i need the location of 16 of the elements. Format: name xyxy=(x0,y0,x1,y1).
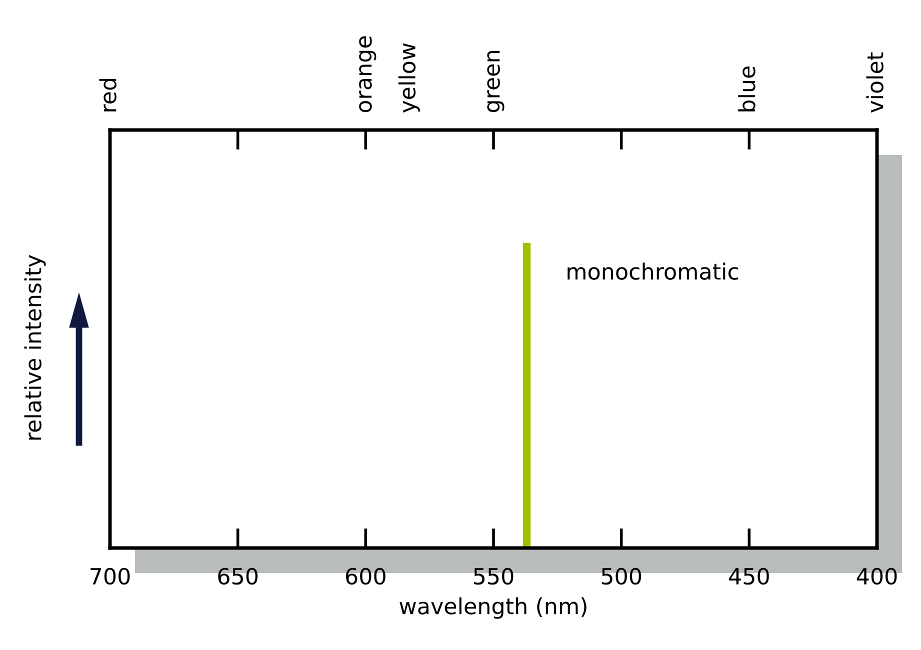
text: blue xyxy=(738,66,756,112)
text: violet xyxy=(866,52,884,113)
text: orange xyxy=(359,36,376,112)
x-axis-title: wavelength (nm) xyxy=(400,597,586,619)
text: red xyxy=(99,78,116,112)
annotation: monochromatic xyxy=(568,262,738,280)
x-tick-label: 450 xyxy=(729,568,769,585)
y-axis-title: relative intensity xyxy=(24,255,46,440)
x-tick-label: 400 xyxy=(856,568,897,585)
x-tick-label: 650 xyxy=(218,568,258,585)
x-tick-label: 500 xyxy=(602,568,642,585)
x-tick-label: 700 xyxy=(90,568,130,585)
x-tick-label: 550 xyxy=(474,568,514,585)
text: yellow xyxy=(398,43,420,113)
x-tick-label: 600 xyxy=(346,568,386,585)
text: green xyxy=(487,51,504,112)
